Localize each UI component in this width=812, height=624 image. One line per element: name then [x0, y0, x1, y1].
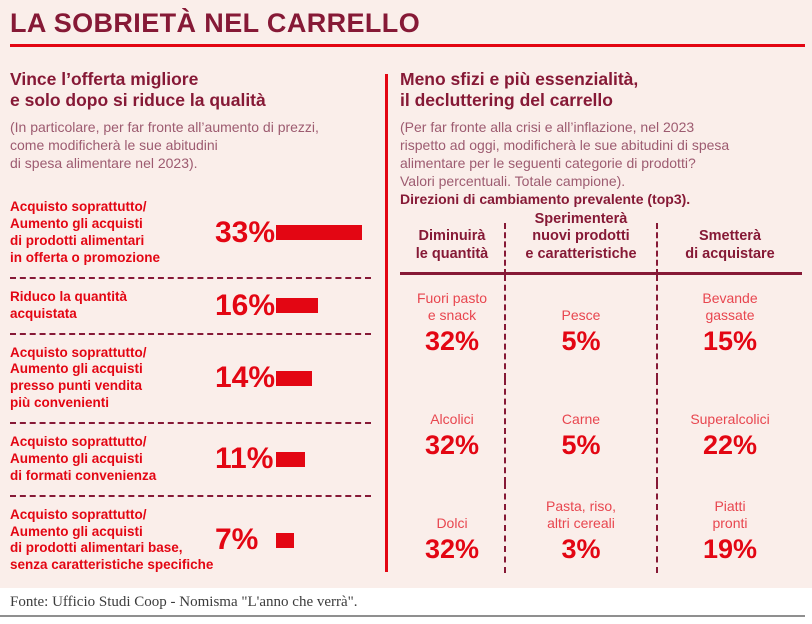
cell-value: 5% — [561, 325, 601, 356]
cell-label: Superalcolici — [690, 411, 770, 428]
left-panel-note: (In particolare, per far fronte all’aume… — [10, 119, 319, 172]
right-panel-note-text: (Per far fronte alla crisi e all’inflazi… — [400, 119, 730, 190]
cell-value: 22% — [702, 429, 758, 460]
table-cell: Carne 5% — [504, 378, 656, 483]
bar-label: Acquisto soprattutto/ Aumento gli acquis… — [10, 199, 160, 265]
bar-row: Acquisto soprattutto/ Aumento gli acquis… — [10, 494, 371, 585]
cell-value: 32% — [424, 429, 480, 460]
cell-value: 32% — [424, 325, 480, 356]
change-table: Diminuirà le quantità Sperimenterà nuovi… — [400, 211, 802, 573]
content-columns: Vince l’offerta migliore e solo dopo si … — [0, 47, 812, 585]
bar-chart: Acquisto soprattutto/ Aumento gli acquis… — [10, 189, 371, 584]
bar-value: 16% — [215, 288, 276, 322]
source-text: Fonte: Ufficio Studi Coop - Nomisma "L'a… — [10, 594, 358, 610]
cell-label: Pasta, riso, altri cereali — [545, 498, 617, 532]
right-panel-note: (Per far fronte alla crisi e all’inflazi… — [400, 119, 802, 209]
table-cell: Pasta, riso, altri cereali 3% — [504, 482, 656, 573]
bar-value: 7% — [215, 523, 259, 557]
page-header: LA SOBRIETÀ NEL CARRELLO — [0, 0, 812, 47]
bar-row: Acquisto soprattutto/ Aumento gli acquis… — [10, 189, 371, 277]
bar-label: Acquisto soprattutto/ Aumento gli acquis… — [10, 434, 157, 483]
cell-label: Piatti pronti — [712, 498, 748, 532]
cell-value: 5% — [561, 429, 601, 460]
footer: Fonte: Ufficio Studi Coop - Nomisma "L'a… — [0, 588, 812, 624]
table-cell: Superalcolici 22% — [656, 378, 802, 483]
bar-row: Acquisto soprattutto/ Aumento gli acquis… — [10, 422, 371, 495]
bar-row: Acquisto soprattutto/ Aumento gli acquis… — [10, 332, 371, 423]
bar-value: 33% — [215, 215, 276, 249]
cell-label: Pesce — [561, 307, 601, 324]
bar-label: Acquisto soprattutto/ Aumento gli acquis… — [10, 344, 147, 411]
cell-value: 15% — [702, 325, 758, 356]
page-title: LA SOBRIETÀ NEL CARRELLO — [10, 8, 421, 38]
right-panel-note-bold: Direzioni di cambiamento prevalente (top… — [400, 191, 691, 207]
bar-row: Riduco la quantità acquistata 16% — [10, 276, 371, 333]
title-underline — [10, 43, 805, 47]
bar-label: Acquisto soprattutto/ Aumento gli acquis… — [10, 506, 214, 573]
bar-fill — [276, 370, 313, 386]
cell-label: Bevande gassate — [702, 290, 758, 324]
cell-label: Carne — [561, 411, 601, 428]
bar-value: 14% — [215, 361, 276, 395]
table-cell: Dolci 32% — [400, 483, 504, 573]
table-cell: Pesce 5% — [504, 274, 656, 379]
table-cell: Alcolici 32% — [400, 379, 504, 483]
table-cell: Piatti pronti 19% — [656, 482, 802, 573]
cell-value: 3% — [561, 533, 601, 564]
table-header: Smetterà di acquistare — [656, 222, 802, 275]
bar-label: Riduco la quantità acquistata — [10, 288, 128, 321]
bar-fill — [276, 451, 305, 467]
right-panel-heading: Meno sfizi e più essenzialità, il declut… — [400, 68, 639, 111]
cell-label: Dolci — [436, 515, 468, 532]
cell-label: Fuori pasto e snack — [416, 290, 488, 324]
column-divider — [385, 74, 388, 572]
bar-fill — [276, 298, 318, 314]
cell-label: Alcolici — [430, 411, 474, 428]
bar-fill — [276, 532, 295, 548]
cell-value: 19% — [702, 533, 758, 564]
cell-value: 32% — [424, 533, 480, 564]
table-cell: Bevande gassate 15% — [656, 274, 802, 379]
table-header: Sperimenterà nuovi prodotti e caratteris… — [504, 211, 656, 275]
bar-fill — [276, 225, 362, 241]
table-header: Diminuirà le quantità — [400, 223, 504, 275]
left-panel-heading: Vince l’offerta migliore e solo dopo si … — [10, 68, 266, 111]
table-cell: Fuori pasto e snack 32% — [400, 275, 504, 379]
bar-value: 11% — [215, 442, 274, 476]
left-panel: Vince l’offerta migliore e solo dopo si … — [10, 47, 383, 585]
right-panel: Meno sfizi e più essenzialità, il declut… — [400, 47, 802, 585]
footer-rule — [0, 615, 805, 617]
